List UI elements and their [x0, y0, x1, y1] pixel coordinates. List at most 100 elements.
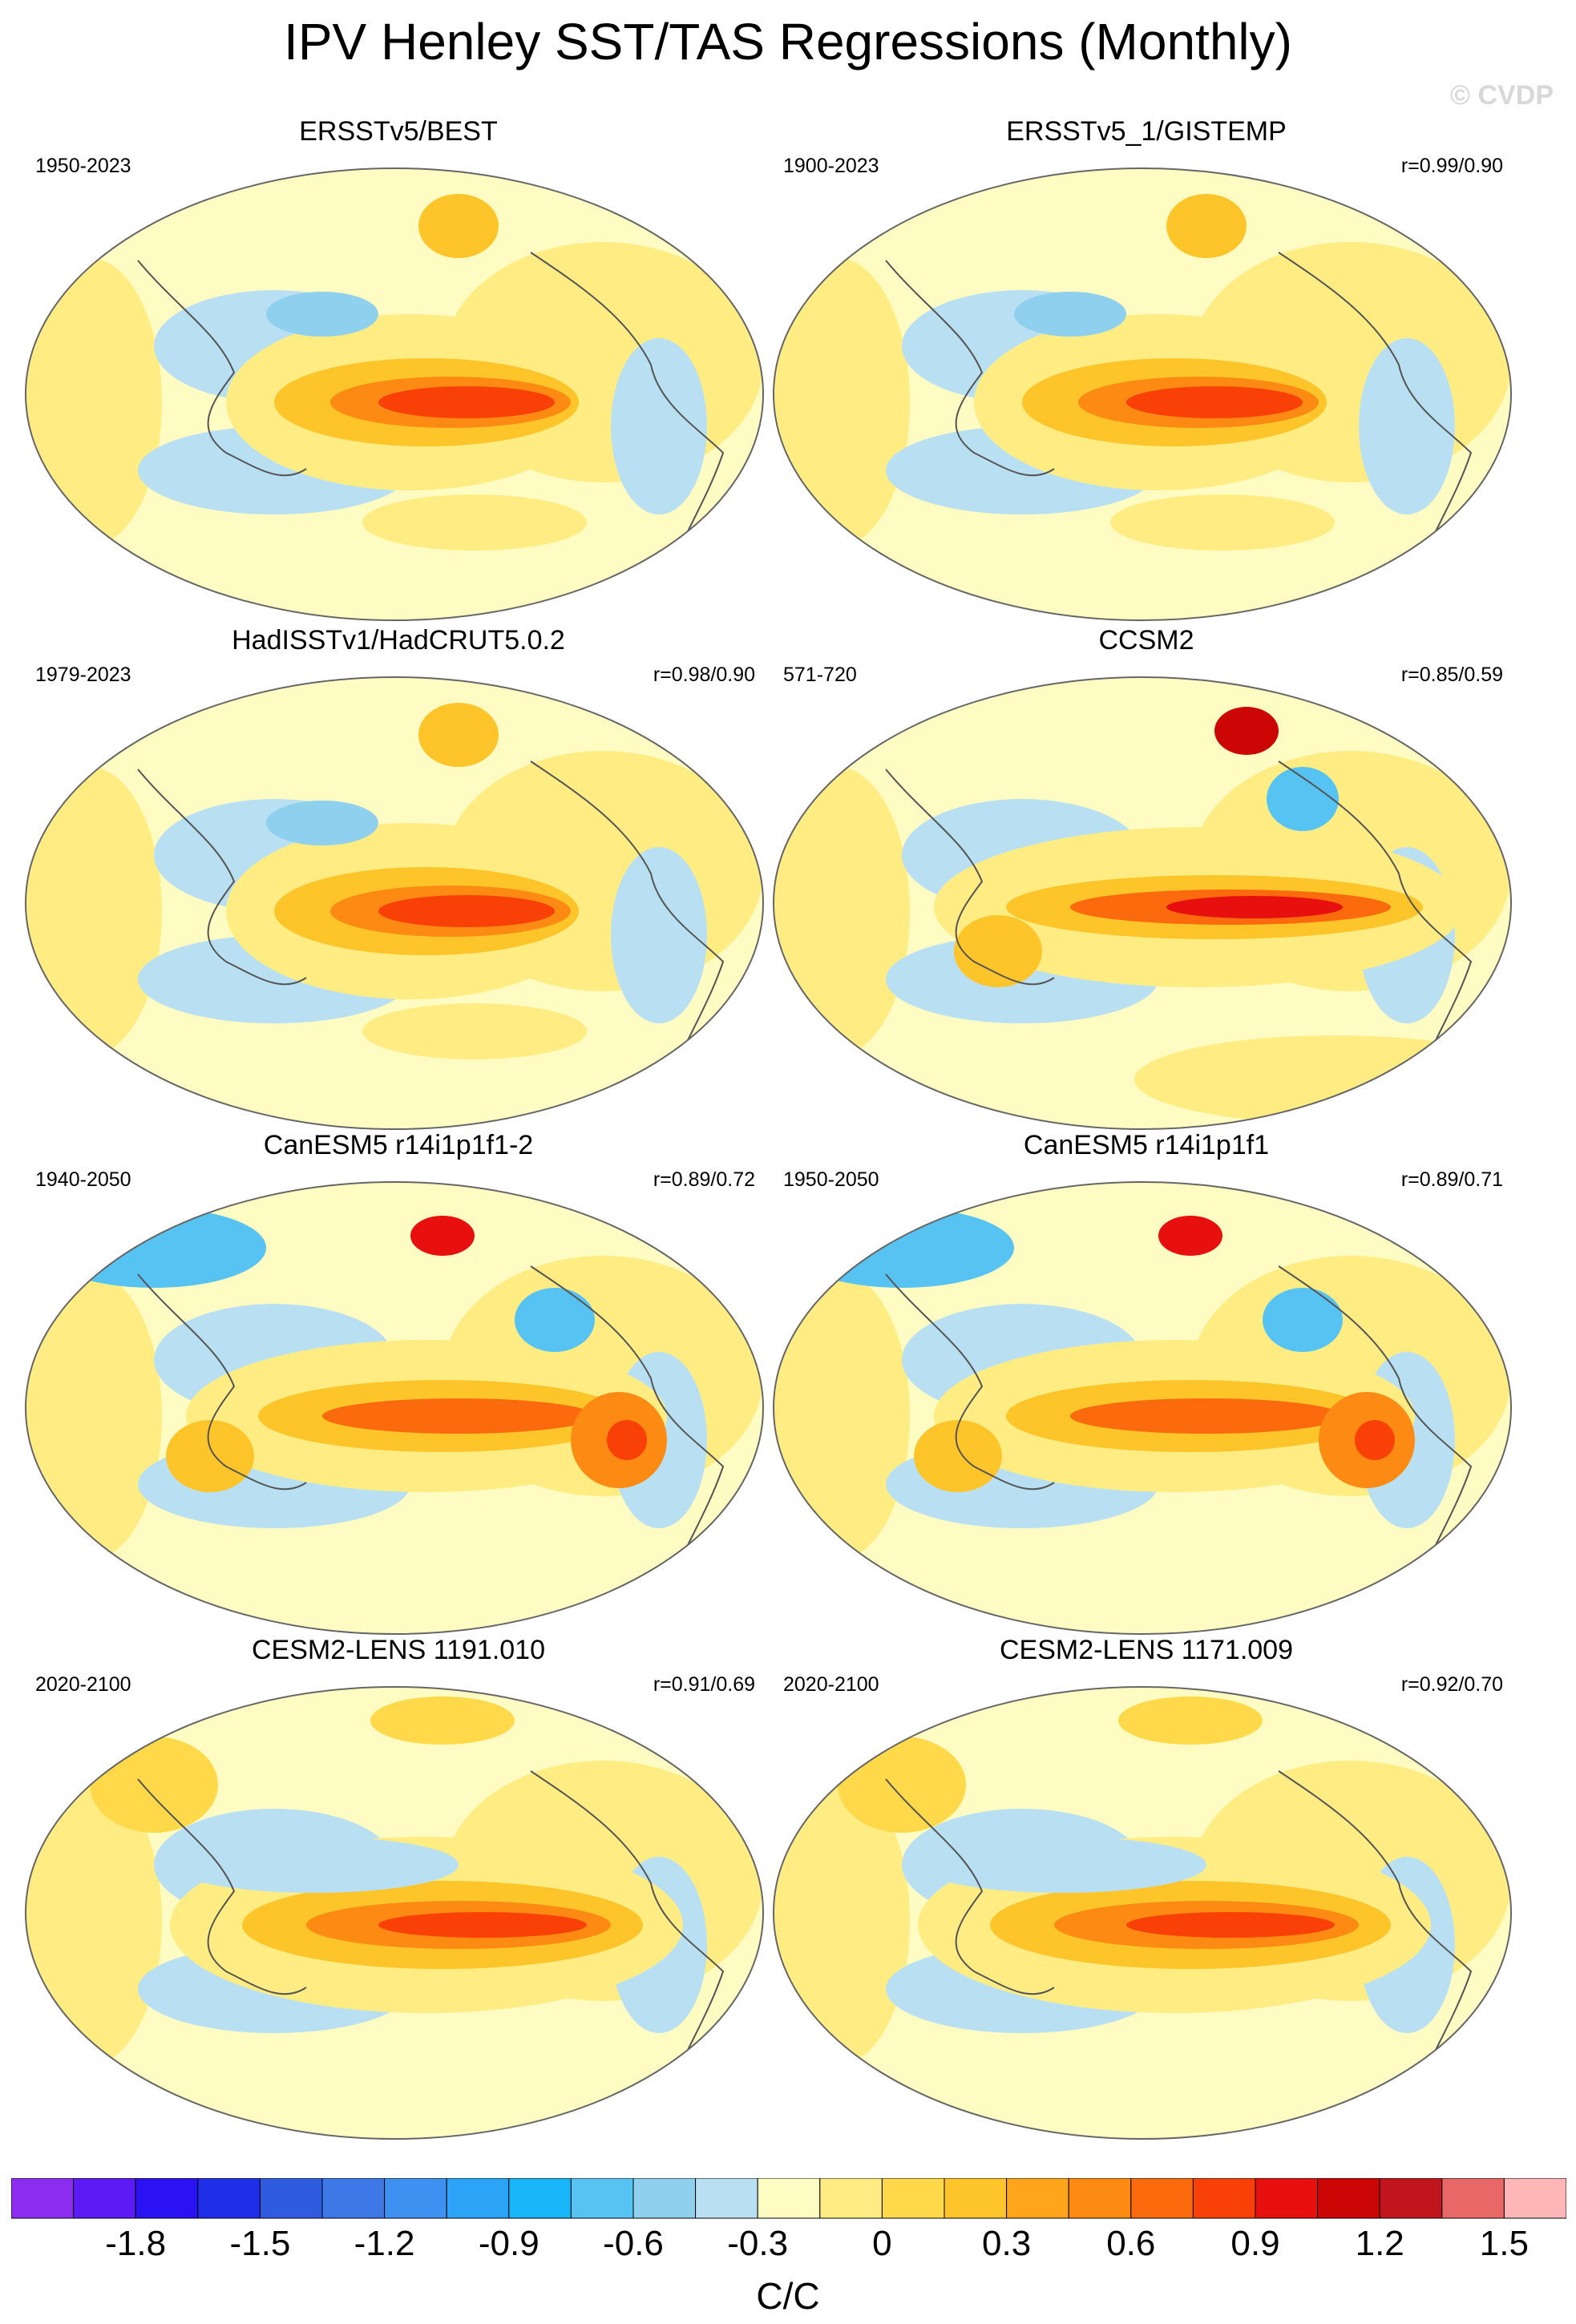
contour-region	[774, 258, 910, 547]
contour-region	[914, 1420, 1002, 1492]
panel-correlation: r=0.99/0.90	[1400, 155, 1503, 177]
regression-map	[773, 676, 1512, 1130]
contour-region	[918, 1837, 1206, 1893]
panel-years: 1950-2050	[783, 1168, 879, 1191]
map-panel: CESM2-LENS 1171.009 2020-2100 r=0.92/0.70	[766, 1635, 1527, 2148]
panel-correlation: r=0.92/0.70	[1400, 1673, 1503, 1696]
contour-region	[362, 494, 587, 551]
regression-map	[25, 1686, 764, 2140]
regression-map	[25, 1181, 764, 1635]
colorbar-tick-label: 1.2	[1355, 2224, 1404, 2263]
coastline	[885, 1273, 1055, 1491]
colorbar-swatch	[1317, 2178, 1380, 2219]
colorbar-tick-label: -1.2	[354, 2224, 415, 2263]
contour-region	[1126, 386, 1303, 418]
contour-region	[1070, 1398, 1343, 1434]
colorbar-swatch	[1192, 2178, 1256, 2219]
coastline	[137, 1778, 307, 1995]
coastline	[1278, 1265, 1473, 1612]
map-boundary	[25, 1686, 764, 2140]
colorbar-swatch	[632, 2178, 697, 2219]
colorbar-tick-label: -1.5	[229, 2224, 291, 2263]
colorbar-swatch	[1255, 2178, 1319, 2219]
contour-region	[1110, 494, 1335, 551]
map-panel: CanESM5 r14i1p1f1 1950-2050 r=0.89/0.71	[766, 1130, 1527, 1643]
contour-region	[607, 1420, 647, 1460]
map-panel: CanESM5 r14i1p1f1-2 1940-2050 r=0.89/0.72	[18, 1130, 779, 1643]
contour-region	[322, 1398, 595, 1434]
panel-title: HadISSTv1/HadCRUT5.0.2	[232, 625, 565, 656]
colorbar-swatch	[197, 2178, 261, 2219]
contour-region	[790, 1208, 1014, 1288]
contour-region	[954, 915, 1042, 987]
contour-region	[1263, 1288, 1343, 1352]
colorbar-swatch	[73, 2178, 136, 2219]
map-boundary	[773, 1181, 1512, 1635]
map-boundary	[773, 676, 1512, 1130]
panel-years: 2020-2100	[783, 1673, 879, 1696]
panel-years: 1950-2023	[35, 155, 131, 177]
regression-map	[773, 167, 1512, 621]
colorbar-swatch	[757, 2178, 821, 2219]
contour-region	[26, 258, 162, 547]
contour-region	[611, 847, 707, 1023]
contour-region	[1126, 1912, 1335, 1938]
contour-region	[378, 386, 555, 418]
colorbar-swatch	[695, 2178, 758, 2219]
coastline	[530, 1265, 725, 1612]
colorbar-tick-label: -0.3	[727, 2224, 789, 2263]
colorbar-tick-label: 0.6	[1106, 2224, 1156, 2263]
contour-region	[1359, 338, 1455, 514]
colorbar-swatch	[1441, 2178, 1505, 2219]
colorbar-swatch	[1503, 2178, 1566, 2219]
contour-region	[378, 895, 555, 927]
contour-region	[166, 1420, 254, 1492]
panel-years: 571-720	[783, 664, 857, 686]
contour-region	[774, 767, 910, 1055]
coastline	[137, 769, 307, 986]
regression-map	[25, 676, 764, 1130]
colorbar-swatch	[446, 2178, 510, 2219]
colorbar-swatch	[881, 2178, 945, 2219]
panel-title: CESM2-LENS 1171.009	[999, 1635, 1293, 1665]
map-boundary	[773, 167, 1512, 621]
map-panel: ERSSTv5/BEST 1950-2023	[18, 116, 779, 629]
contour-region	[1118, 1697, 1263, 1745]
panel-years: 1900-2023	[783, 155, 879, 177]
panel-title: CanESM5 r14i1p1f1	[1023, 1130, 1270, 1160]
contour-region	[774, 1777, 910, 2065]
colorbar-tick-label: 0.3	[982, 2224, 1032, 2263]
contour-region	[1355, 1420, 1395, 1460]
panel-title: ERSSTv5_1/GISTEMP	[1006, 116, 1287, 147]
colorbar-swatch	[1130, 2178, 1194, 2219]
colorbar-tick-label: -0.6	[603, 2224, 664, 2263]
map-panel: HadISSTv1/HadCRUT5.0.2 1979-2023 r=0.98/0.…	[18, 625, 779, 1138]
contour-region	[26, 1777, 162, 2065]
coastline	[530, 1770, 725, 2116]
colorbar-swatch	[1068, 2178, 1132, 2219]
contour-region	[90, 1737, 218, 1833]
colorbar-tick-label: -0.9	[478, 2224, 539, 2263]
contour-region	[370, 1697, 515, 1745]
panel-title: CESM2-LENS 1191.010	[251, 1635, 545, 1665]
contour-region	[1267, 767, 1339, 831]
map-boundary	[773, 1686, 1512, 2140]
contour-region	[26, 1272, 162, 1560]
contour-region	[266, 292, 378, 337]
contour-region	[170, 1837, 459, 1893]
figure-title: IPV Henley SST/TAS Regressions (Monthly)	[284, 13, 1292, 71]
regression-map	[773, 1181, 1512, 1635]
panel-correlation: r=0.85/0.59	[1400, 664, 1503, 686]
regression-map	[25, 167, 764, 621]
colorbar-swatch	[259, 2178, 323, 2219]
contour-region	[1158, 1216, 1222, 1256]
panel-correlation: r=0.89/0.71	[1400, 1168, 1503, 1191]
coastline	[530, 252, 725, 598]
contour-region	[1014, 292, 1126, 337]
panel-correlation: r=0.91/0.69	[653, 1673, 755, 1696]
coastline	[1278, 1770, 1473, 2116]
map-boundary	[25, 1181, 764, 1635]
panel-title: CanESM5 r14i1p1f1-2	[263, 1130, 534, 1160]
coastline	[1278, 252, 1473, 598]
panel-correlation: r=0.89/0.72	[653, 1168, 755, 1191]
